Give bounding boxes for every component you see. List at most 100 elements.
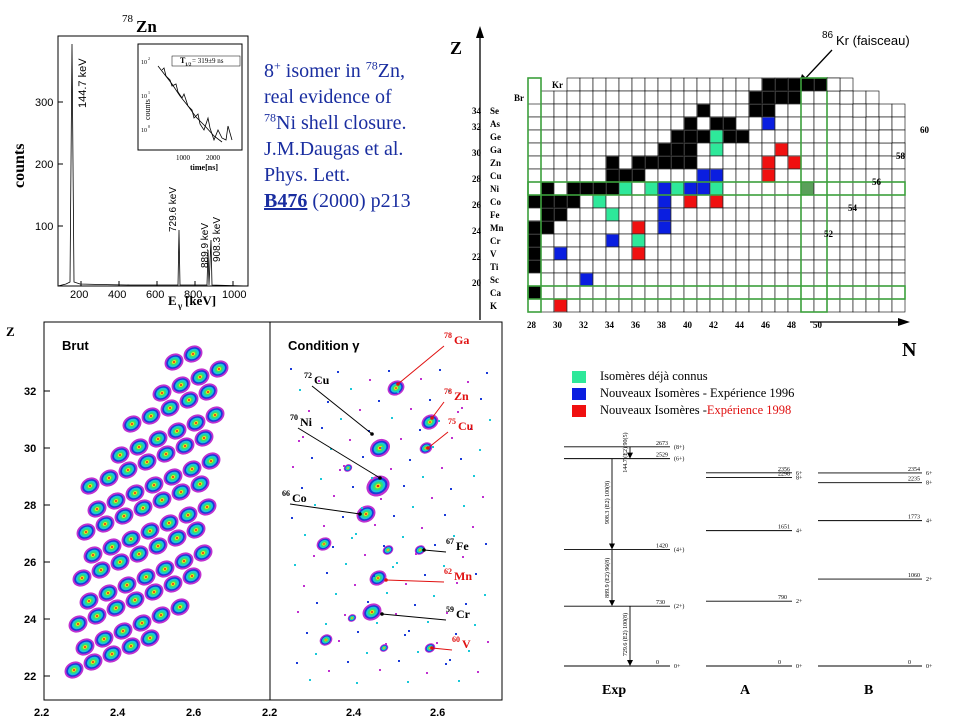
scatter-dot xyxy=(474,624,476,626)
grid-cell xyxy=(826,77,841,92)
grid-cell xyxy=(735,259,750,274)
grid-cell xyxy=(670,220,685,235)
panel-brut-title: Brut xyxy=(62,338,89,353)
grid-cell xyxy=(540,90,555,105)
grid-cell xyxy=(774,194,789,209)
grid-cell xyxy=(657,129,672,144)
grid-cell xyxy=(683,77,698,92)
grid-cell xyxy=(839,220,854,235)
grid-cell xyxy=(787,233,802,248)
grid-cell xyxy=(553,142,568,157)
scatter-dot xyxy=(410,408,412,410)
grid-cell xyxy=(722,285,737,300)
citation-volume-link[interactable]: B476 xyxy=(264,190,308,212)
blob-peak xyxy=(83,646,87,648)
grid-cell xyxy=(566,272,581,287)
grid-cell xyxy=(631,285,646,300)
nuclide-grid xyxy=(527,77,906,313)
b-energy: 2235 xyxy=(908,477,920,483)
grid-cell xyxy=(878,194,893,209)
grid-cell xyxy=(891,194,906,209)
grid-cell xyxy=(839,116,854,131)
grid-cell xyxy=(592,233,607,248)
grid-cell xyxy=(826,129,841,144)
b-energy: 0 xyxy=(908,660,911,666)
element-label-ga: Ga xyxy=(490,145,502,155)
grid-cell xyxy=(670,233,685,248)
grid-cell xyxy=(774,298,789,313)
scatter-dot xyxy=(436,642,438,644)
scatter-dot xyxy=(431,497,433,499)
spectrum-frame xyxy=(57,35,249,287)
grid-cell xyxy=(800,272,815,287)
peak-144-label: 144.7 keV xyxy=(77,58,89,108)
grid-cell xyxy=(800,168,815,183)
nuclide-cell xyxy=(788,78,801,91)
scatter-dot xyxy=(314,504,316,506)
scatter-dot xyxy=(347,661,349,663)
grid-cell xyxy=(774,181,789,196)
blob-peak xyxy=(377,577,379,579)
blob-peak xyxy=(160,392,164,394)
spectrum-xtick: 400 xyxy=(108,289,126,301)
element-label-mn: Mn xyxy=(490,223,504,233)
grid-cell xyxy=(735,142,750,157)
grid-cell xyxy=(553,103,568,118)
grid-cell xyxy=(865,142,880,157)
scatter-dot xyxy=(407,681,409,683)
scatter-dot xyxy=(378,400,380,402)
scatter-dot xyxy=(335,593,337,595)
blob-peak xyxy=(126,469,130,471)
inset-ytick-exp: 2 xyxy=(148,56,150,61)
grid-cell xyxy=(540,259,555,274)
grid-cell xyxy=(787,285,802,300)
grid-cell xyxy=(800,207,815,222)
blob-peak xyxy=(194,529,198,531)
scatter-dot xyxy=(296,662,298,664)
idplot-xtick: 2.2 xyxy=(262,707,277,719)
grid-cell xyxy=(644,103,659,118)
grid-cell xyxy=(605,246,620,261)
legend-1996: Nouveaux Isomères - Expérience 1996 xyxy=(572,385,794,402)
scatter-dot xyxy=(484,594,486,596)
scatter-dot xyxy=(330,448,332,450)
grid-cell xyxy=(579,194,594,209)
citation-line-5: Phys. Lett. xyxy=(264,164,351,186)
grid-cell xyxy=(813,116,828,131)
element-label-sc: Sc xyxy=(490,275,499,285)
a-energy: 1651 xyxy=(778,525,790,531)
blob-peak xyxy=(178,606,182,608)
grid-cell xyxy=(813,246,828,261)
svg-text:γ: γ xyxy=(177,301,183,310)
grid-cell xyxy=(631,272,646,287)
grid-cell xyxy=(748,246,763,261)
blob-peak xyxy=(159,614,163,616)
grid-cell xyxy=(553,233,568,248)
inset-xlabel: time[ns] xyxy=(190,163,218,172)
grid-cell xyxy=(878,116,893,131)
scatter-dot xyxy=(364,554,366,556)
grid-cell xyxy=(748,285,763,300)
legend-swatch-1998 xyxy=(572,404,586,417)
nuclide-cell xyxy=(684,182,697,195)
grid-cell xyxy=(865,90,880,105)
grid-cell xyxy=(761,129,776,144)
nuclide-cell xyxy=(619,169,632,182)
scatter-dot xyxy=(361,507,363,509)
grid-cell xyxy=(813,259,828,274)
grid-cell xyxy=(566,298,581,313)
grid-cell xyxy=(618,259,633,274)
nuclide-cell xyxy=(528,221,541,234)
grid-cell xyxy=(722,298,737,313)
grid-cell xyxy=(839,90,854,105)
level-lines: 0 0+ 730 (2+) 1420 (4+) 2529 (6+) 2673 (8+) 0 0+ 790… xyxy=(564,433,933,670)
nuclide-cell xyxy=(554,208,567,221)
scatter-dot xyxy=(451,437,453,439)
nuclide-cell xyxy=(801,182,814,195)
nuclide-cell xyxy=(528,286,541,299)
nuclide-cell xyxy=(762,104,775,117)
grid-cell xyxy=(709,90,724,105)
grid-cell xyxy=(774,116,789,131)
grid-cell xyxy=(748,129,763,144)
grid-cell xyxy=(722,155,737,170)
